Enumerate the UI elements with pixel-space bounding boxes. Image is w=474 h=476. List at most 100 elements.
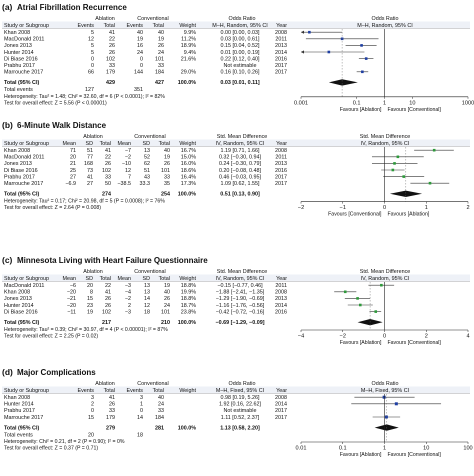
total-events-value: 351 — [134, 87, 143, 93]
study-value: 40 — [158, 30, 164, 36]
study-weight: 16.4% — [181, 174, 196, 180]
heterogeneity-text: Heterogeneity: Chi² = 0.21, df = 2 (P = … — [4, 439, 125, 445]
column-header: M–H, Random, 95% CI — [212, 23, 267, 29]
study-ci: −0.15 [−0.77, 0.46] — [217, 283, 263, 289]
study-name: Marrouche 2017 — [4, 181, 43, 187]
study-value: 24 — [164, 303, 170, 309]
study-ci: −1.16 [−1.76, −0.56] — [216, 303, 265, 309]
study-ci: 0.16 [0.10, 0.26] — [221, 70, 260, 76]
study-value: 3 — [91, 395, 94, 401]
point-estimate — [432, 148, 436, 152]
study-value: 26 — [105, 296, 111, 302]
x-tick-label: 2 — [466, 205, 469, 211]
column-header: Study or Subgroup — [4, 388, 49, 394]
x-tick-label: 1000 — [462, 100, 474, 106]
study-year: 2017 — [275, 408, 287, 414]
header-band — [2, 21, 470, 29]
total-value: 254 — [161, 192, 170, 198]
study-value: −4 — [125, 290, 131, 296]
study-value: 13 — [144, 148, 150, 154]
point-estimate — [361, 70, 364, 74]
column-header: Year — [276, 276, 287, 282]
favours-left-label: Favours [Conventional] — [328, 212, 382, 218]
column-header: Total — [153, 23, 164, 29]
study-value: −20 — [67, 290, 76, 296]
column-header: SD — [143, 141, 151, 147]
study-ci: 0.15 [0.04, 0.52] — [221, 43, 260, 49]
study-value: 0 — [91, 63, 94, 69]
study-value: 26 — [105, 161, 111, 167]
total-value: 279 — [106, 425, 115, 431]
study-value: −3 — [125, 283, 131, 289]
x-tick-label: 2 — [425, 334, 428, 340]
study-year: 2016 — [275, 168, 287, 174]
study-year: 2017 — [275, 181, 287, 187]
study-value: 12 — [88, 37, 94, 43]
study-ci: 0.00 [0.00, 0.03] — [221, 30, 260, 36]
study-value: 7 — [128, 174, 131, 180]
study-value: 41 — [109, 30, 115, 36]
study-value: 33 — [158, 63, 164, 69]
column-header: Study or Subgroup — [4, 141, 49, 147]
total-ci: 0.03 [0.01, 0.11] — [220, 80, 259, 86]
x-tick-label: 10 — [409, 100, 415, 106]
study-value: 40 — [158, 395, 164, 401]
study-value: 144 — [134, 70, 143, 76]
column-header: Weight — [179, 388, 196, 394]
study-ci: 1.09 [0.62, 1.55] — [221, 181, 260, 187]
overall-effect-text: Test for overall effect: Z = 2.64 (P = 0… — [4, 205, 101, 211]
panel-title: 6-Minute Walk Distance — [17, 121, 107, 130]
study-name: MacDonald 2011 — [4, 283, 44, 289]
point-estimate — [402, 175, 406, 178]
group-header-conventional: Conventional — [134, 269, 165, 275]
point-estimate — [360, 44, 363, 47]
panel-label: (b) — [2, 120, 13, 130]
study-value: 5 — [91, 43, 94, 49]
column-header: Mean — [63, 276, 77, 282]
panel-label: (c) — [2, 255, 13, 265]
summary-diamond — [389, 190, 423, 197]
total-ci: 0.51 [0.13, 0.90] — [220, 192, 260, 198]
header-band — [2, 274, 470, 282]
study-value: 22 — [105, 283, 111, 289]
study-value: 102 — [102, 309, 111, 315]
study-value: 24 — [158, 50, 164, 56]
point-estimate — [343, 290, 347, 294]
column-header: SD — [86, 276, 94, 282]
point-estimate — [356, 297, 359, 300]
group-header-ablation: Ablation — [83, 134, 102, 140]
study-ci: 0.24 [−0.30, 0.79] — [219, 161, 262, 167]
column-header: Events — [78, 23, 95, 29]
study-name: Di Biase 2016 — [4, 168, 38, 174]
study-name: Prabhu 2017 — [4, 63, 35, 69]
study-name: Jones 2013 — [4, 161, 32, 167]
x-tick-label: 0.1 — [353, 100, 361, 106]
study-value: 26 — [109, 402, 115, 408]
study-value: −6 — [70, 283, 76, 289]
point-estimate — [327, 50, 331, 54]
study-ci: 0.01 [0.00, 0.19] — [221, 50, 260, 56]
study-value: −20 — [67, 303, 76, 309]
study-value: 52 — [144, 155, 150, 161]
panel-label: (a) — [2, 2, 13, 12]
ci-arrow — [301, 30, 304, 34]
total-weight: 100.0% — [178, 320, 196, 326]
study-value: 43 — [144, 174, 150, 180]
study-value: 15 — [88, 415, 94, 421]
study-value: 35 — [164, 181, 170, 187]
total-weight: 100.0% — [178, 80, 196, 86]
column-header: M–H, Random, 95% CI — [357, 23, 412, 29]
study-weight: 18.8% — [181, 283, 196, 289]
total-events-label: Total events — [4, 87, 33, 93]
study-value: 20 — [70, 155, 76, 161]
study-value: 101 — [161, 168, 170, 174]
column-header: Total — [153, 388, 164, 394]
study-value: 27 — [70, 174, 76, 180]
group-header-plot: Std. Mean Difference — [360, 134, 411, 140]
x-tick-label: 0.1 — [339, 446, 347, 452]
column-header: IV, Random, 95% CI — [361, 276, 410, 282]
study-value: 71 — [70, 148, 76, 154]
study-value: 26 — [164, 161, 170, 167]
study-value: 40 — [137, 30, 143, 36]
group-header-effect: Odds Ratio — [229, 381, 256, 387]
